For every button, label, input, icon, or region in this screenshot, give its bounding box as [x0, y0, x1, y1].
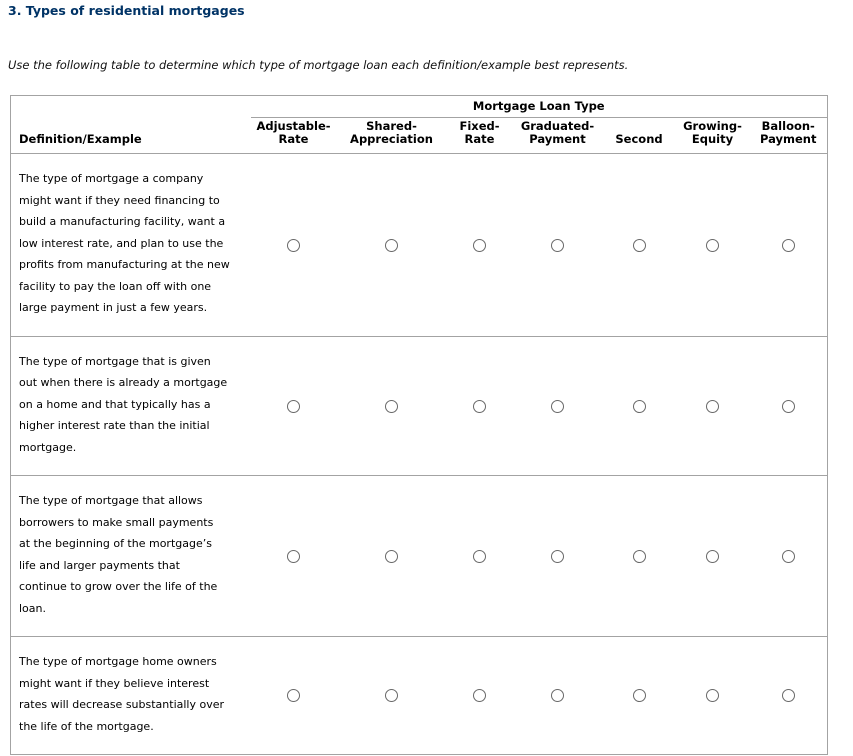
radio-r1-adjustable-rate[interactable]: [287, 238, 300, 252]
radio-r3-growing-equity[interactable]: [706, 549, 719, 563]
radio-r3-fixed-rate[interactable]: [473, 549, 486, 563]
radio-cell: [602, 636, 676, 755]
table-row-4: The type of mortgage home owners might w…: [10, 636, 828, 755]
radio-cell: [675, 475, 750, 637]
column-header-adjustable-rate: Adjustable- Rate: [250, 117, 337, 154]
radio-r1-graduated-payment[interactable]: [551, 238, 564, 252]
radio-cell: [446, 636, 513, 755]
radio-r3-shared-appreciation[interactable]: [385, 549, 398, 563]
radio-r1-shared-appreciation[interactable]: [385, 238, 398, 252]
radio-r1-second[interactable]: [632, 238, 646, 252]
radio-r2-graduated-payment[interactable]: [551, 399, 564, 413]
radio-r2-adjustable-rate[interactable]: [287, 399, 300, 413]
radio-r4-adjustable-rate[interactable]: [287, 689, 300, 703]
instruction-text: Use the following table to determine whi…: [8, 58, 629, 72]
radio-cell: [251, 154, 337, 337]
definition-text-2: The type of mortgage that is given out w…: [10, 335, 251, 476]
radio-cell: [513, 154, 603, 337]
group-header: Mortgage Loan Type: [250, 95, 828, 118]
radio-cell: [750, 154, 828, 337]
radio-cell: [749, 335, 828, 476]
radio-cell: [749, 475, 828, 637]
radio-r2-fixed-rate[interactable]: [473, 399, 486, 413]
radio-cell: [336, 636, 447, 755]
radio-r1-fixed-rate[interactable]: [473, 238, 486, 252]
definition-example-header: Definition/Example: [10, 117, 251, 154]
radio-r3-second[interactable]: [632, 549, 646, 563]
radio-cell: [512, 335, 603, 476]
radio-cell: [602, 335, 676, 476]
radio-cell: [250, 475, 337, 637]
radio-cell: [337, 154, 447, 337]
definition-text-4: The type of mortgage home owners might w…: [10, 636, 251, 755]
radio-r3-balloon-payment[interactable]: [781, 549, 795, 563]
radio-cell: [250, 335, 337, 476]
column-header-fixed-rate: Fixed- Rate: [446, 117, 513, 154]
radio-r2-shared-appreciation[interactable]: [385, 399, 398, 413]
column-header-balloon-payment: Balloon- Payment: [749, 117, 828, 154]
table-row-2: The type of mortgage that is given out w…: [10, 335, 828, 476]
radio-r2-second[interactable]: [632, 399, 646, 413]
radio-r4-second[interactable]: [632, 689, 646, 703]
radio-cell: [676, 154, 750, 337]
mortgage-loan-type-table: Mortgage Loan Type Definition/Example Ad…: [10, 95, 828, 755]
radio-cell: [250, 636, 337, 755]
radio-cell: [446, 335, 513, 476]
definition-text-1: The type of mortgage a company might wan…: [19, 172, 230, 314]
table-row-3: The type of mortgage that allows borrowe…: [10, 475, 828, 637]
radio-r3-graduated-payment[interactable]: [551, 549, 564, 563]
radio-r2-growing-equity[interactable]: [706, 399, 719, 413]
radio-r4-balloon-payment[interactable]: [781, 689, 795, 703]
column-header-shared-appreciation: Shared- Appreciation: [336, 117, 447, 154]
table-corner-cell: [11, 96, 251, 118]
radio-cell: [602, 475, 676, 637]
radio-cell: [512, 636, 603, 755]
radio-r2-balloon-payment[interactable]: [781, 399, 795, 413]
page-title: 3. Types of residential mortgages: [8, 3, 245, 18]
column-header-graduated-payment: Graduated- Payment: [512, 117, 603, 154]
radio-cell: [336, 335, 447, 476]
group-header-row: Mortgage Loan Type: [11, 95, 828, 118]
radio-cell: [675, 335, 750, 476]
radio-cell: [512, 475, 603, 637]
column-header-second: Second: [602, 117, 676, 154]
radio-r4-shared-appreciation[interactable]: [385, 689, 398, 703]
radio-cell: [446, 475, 513, 637]
radio-r3-adjustable-rate[interactable]: [287, 549, 300, 563]
radio-r4-graduated-payment[interactable]: [551, 689, 564, 703]
radio-cell: [675, 636, 750, 755]
column-header-row: Definition/Example Adjustable- Rate Shar…: [10, 117, 828, 154]
radio-r1-balloon-payment[interactable]: [781, 238, 795, 252]
radio-r4-fixed-rate[interactable]: [473, 689, 486, 703]
table-row-1: The type of mortgage a company might wan…: [11, 154, 828, 337]
radio-r1-growing-equity[interactable]: [706, 238, 719, 252]
radio-cell: [447, 154, 513, 337]
radio-cell: [749, 636, 828, 755]
column-header-growing-equity: Growing- Equity: [675, 117, 750, 154]
radio-cell: [603, 154, 676, 337]
definition-text-3: The type of mortgage that allows borrowe…: [10, 475, 251, 637]
radio-cell: [336, 475, 447, 637]
radio-r4-growing-equity[interactable]: [706, 689, 719, 703]
